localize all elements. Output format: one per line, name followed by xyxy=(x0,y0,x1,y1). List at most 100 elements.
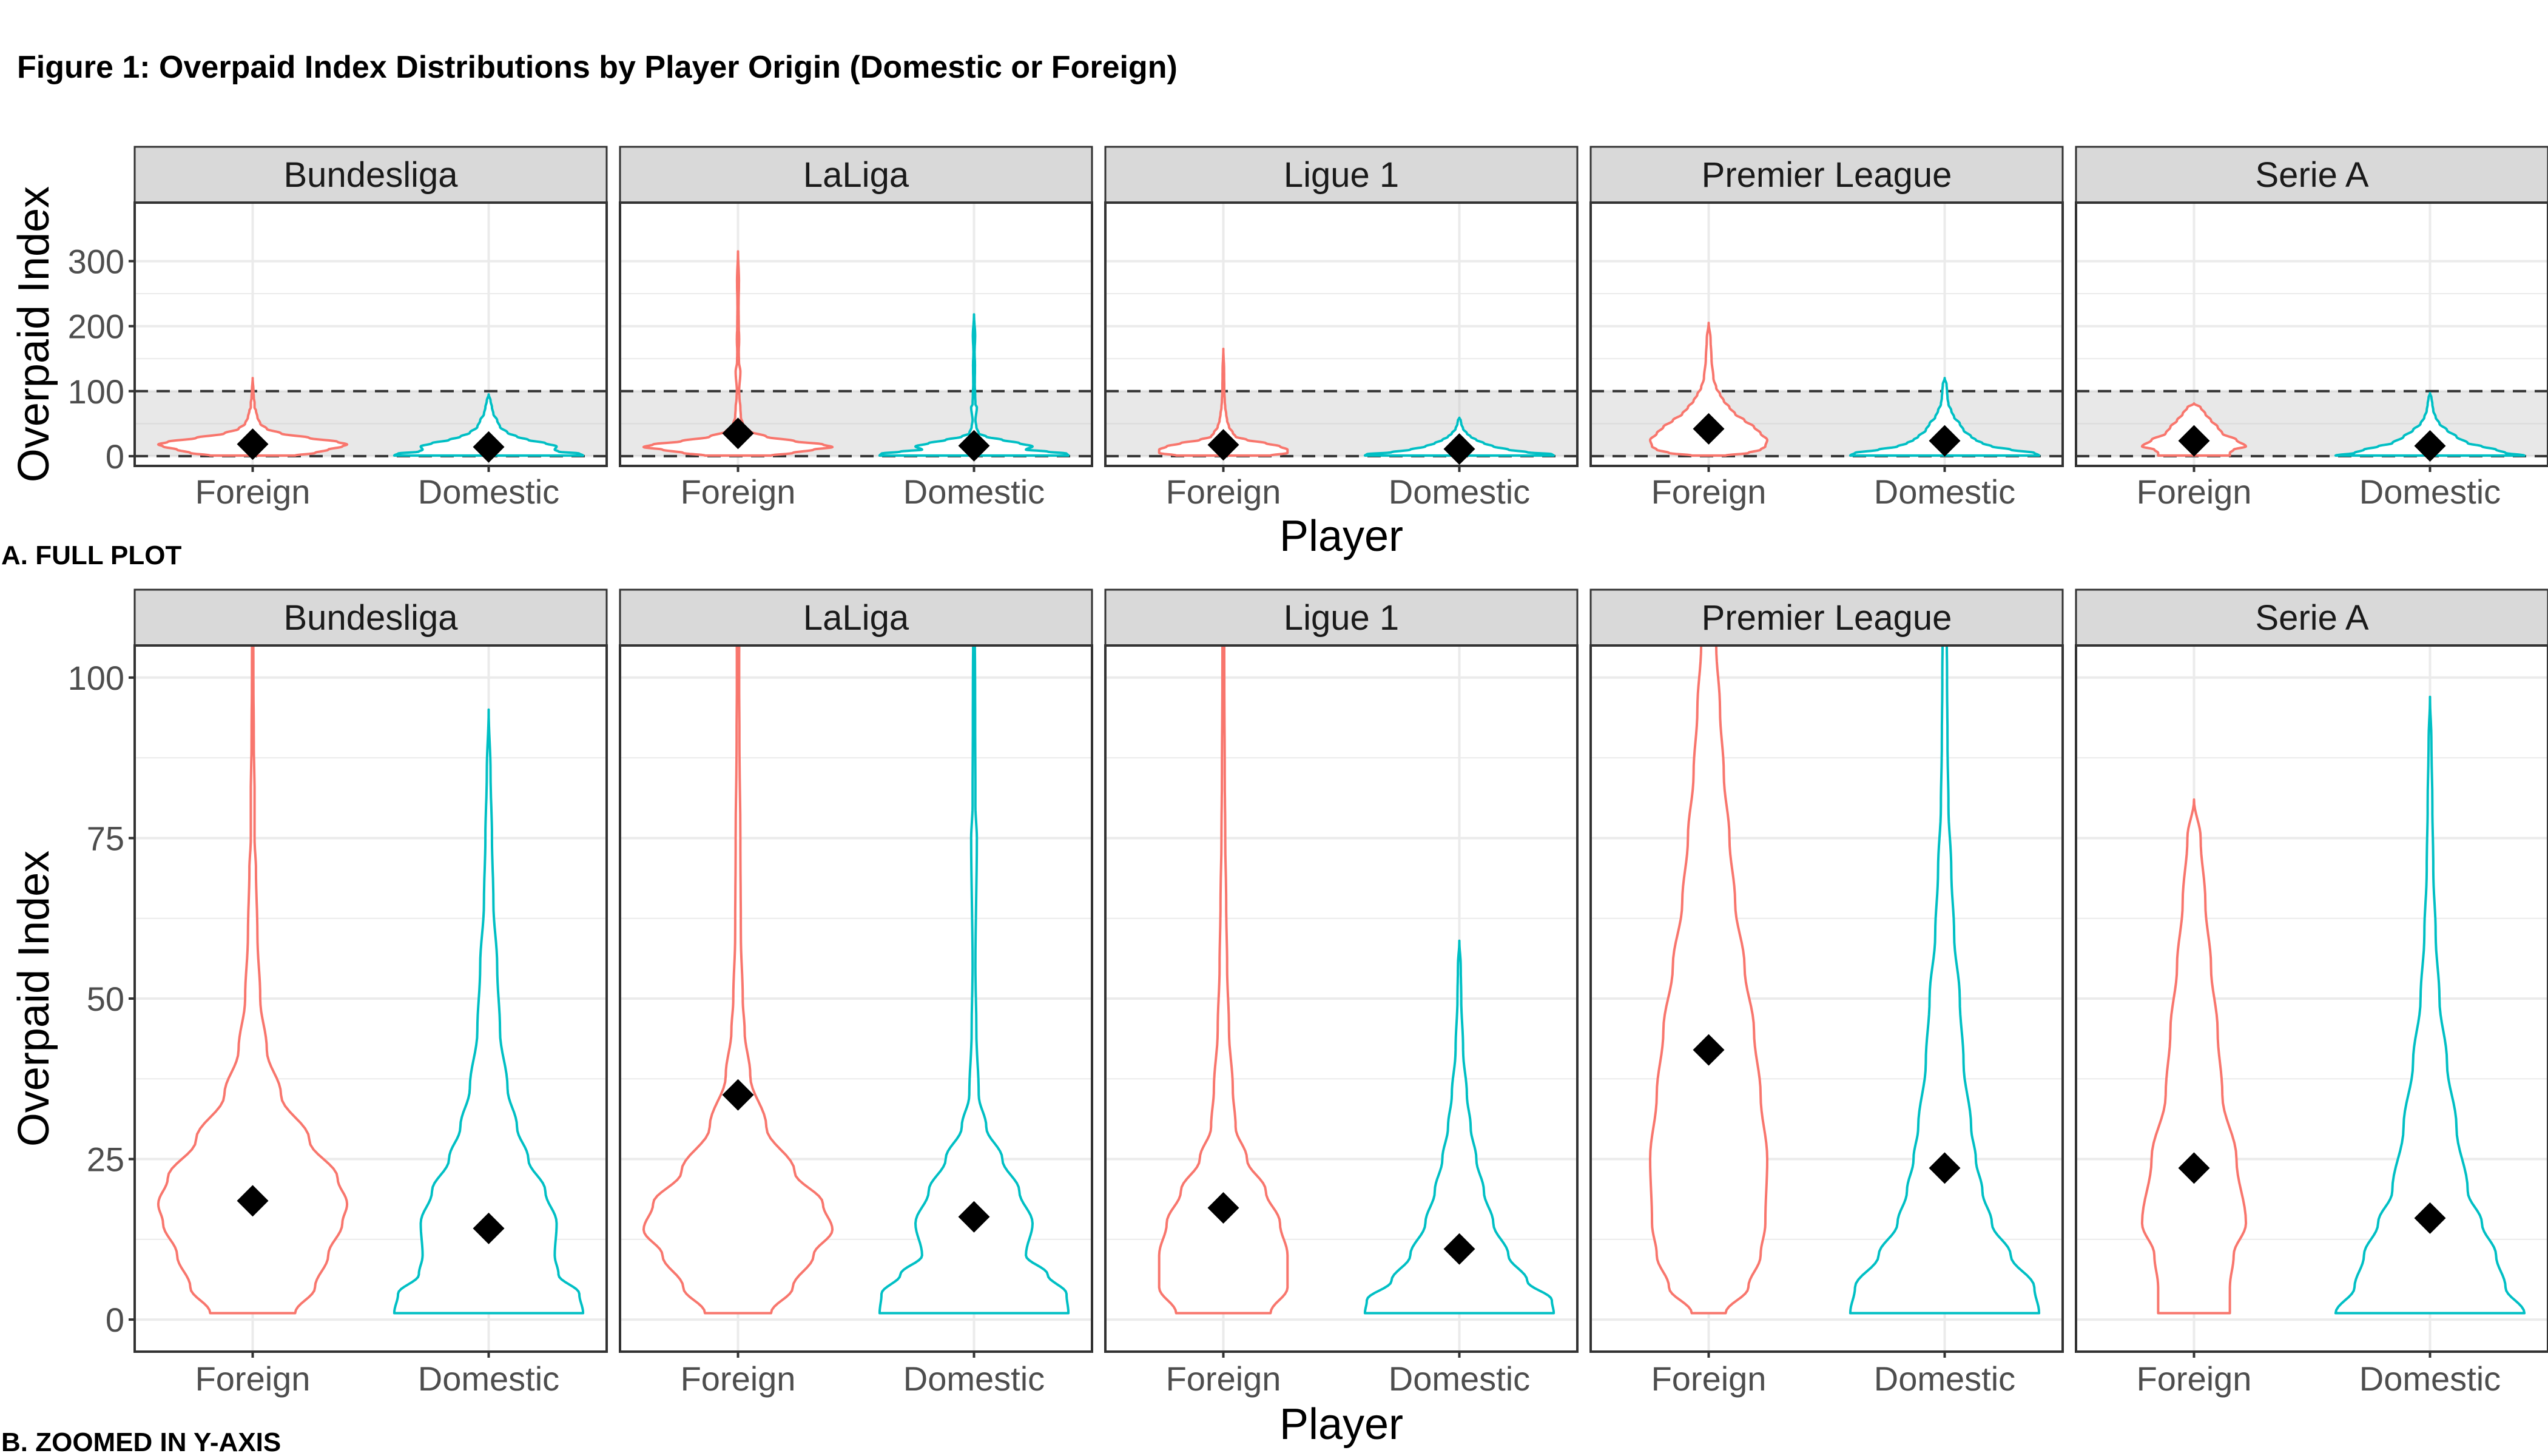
panel-border xyxy=(2075,201,2548,467)
panel-b-label: B. ZOOMED IN Y-AXIS xyxy=(1,1427,281,1456)
facet-strip-label: LaLiga xyxy=(803,155,909,195)
x-tick-label: Foreign xyxy=(1651,1360,1767,1398)
mean-marker-premier-league-domestic xyxy=(1929,425,1961,457)
panel-b-zoomed-plot: Overpaid IndexPlayer0255075100Bundesliga… xyxy=(10,588,2548,1449)
mean-marker-ligue-1-foreign xyxy=(1207,429,1239,461)
x-tick-label: Domestic xyxy=(418,473,559,511)
plot-background xyxy=(2076,203,2548,466)
x-tick-label: Domestic xyxy=(1389,1360,1530,1398)
mean-marker-ligue-1-domestic xyxy=(1443,433,1475,465)
facet-ligue-1: Ligue 1 Foreign Domestic xyxy=(1104,146,1579,511)
panel-border xyxy=(133,201,608,467)
facet-strip xyxy=(133,146,608,204)
violin-premier-league-domestic xyxy=(1849,645,2041,1315)
x-tick-label: Domestic xyxy=(903,1360,1045,1398)
mean-marker-laliga-foreign xyxy=(722,417,754,450)
facet-strip xyxy=(619,146,1093,204)
facet-strip xyxy=(1589,146,2064,204)
x-tick-label: Foreign xyxy=(1166,1360,1281,1398)
panel-border xyxy=(133,644,608,1353)
x-tick-label: Domestic xyxy=(1874,1360,2015,1398)
y-tick-label: 100 xyxy=(68,659,124,697)
violin-premier-league-foreign xyxy=(1649,322,1768,457)
x-tick-label: Foreign xyxy=(1651,473,1767,511)
panel-border xyxy=(619,644,1093,1353)
y-axis-title: Overpaid Index xyxy=(10,186,58,482)
x-tick-label: Foreign xyxy=(195,473,311,511)
facet-strip xyxy=(2075,146,2548,204)
x-tick-label: Domestic xyxy=(1389,473,1530,511)
facet-premier-league: Premier League Foreign Domestic xyxy=(1589,146,2064,511)
violin-serie-a-domestic xyxy=(2334,392,2526,457)
facet-laliga: LaLiga Foreign Domestic xyxy=(619,588,1093,1398)
facet-strip-label: LaLiga xyxy=(803,598,909,638)
facet-strip-label: Bundesliga xyxy=(284,155,459,195)
panel-border xyxy=(2075,644,2548,1353)
violin-laliga-foreign xyxy=(642,645,834,1315)
y-tick-label: 75 xyxy=(87,819,124,857)
mean-marker-premier-league-domestic xyxy=(1929,1152,1961,1184)
panel-border xyxy=(1589,644,2064,1353)
x-tick-label: Foreign xyxy=(681,473,796,511)
y-axis-title: Overpaid Index xyxy=(10,851,58,1147)
panel-a-label: A. FULL PLOT xyxy=(1,541,182,570)
facet-bundesliga: Bundesliga Foreign Domestic xyxy=(133,588,608,1398)
y-tick-label: 50 xyxy=(87,980,124,1018)
facet-laliga: LaLiga Foreign Domestic xyxy=(619,146,1093,511)
facet-strip xyxy=(1104,588,1579,647)
y-tick-label: 100 xyxy=(68,372,124,411)
violin-serie-a-foreign xyxy=(2140,798,2248,1315)
x-axis-title: Player xyxy=(1279,512,1403,561)
y-tick-label: 0 xyxy=(106,437,124,476)
facet-strip xyxy=(2075,588,2548,647)
x-tick-label: Domestic xyxy=(418,1360,559,1398)
facet-strip-label: Ligue 1 xyxy=(1284,598,1399,638)
plot-background xyxy=(1105,203,1577,466)
x-tick-label: Domestic xyxy=(2359,473,2501,511)
facet-ligue-1: Ligue 1 Foreign Domestic xyxy=(1104,588,1579,1398)
x-tick-label: Foreign xyxy=(681,1360,796,1398)
panel-border xyxy=(619,201,1093,467)
mean-marker-premier-league-foreign xyxy=(1693,413,1725,445)
x-tick-label: Foreign xyxy=(1166,473,1281,511)
y-tick-label: 200 xyxy=(68,308,124,346)
x-tick-label: Domestic xyxy=(1874,473,2015,511)
mean-marker-bundesliga-domestic xyxy=(473,1212,505,1244)
facet-strip xyxy=(619,588,1093,647)
violin-serie-a-domestic xyxy=(2334,695,2526,1315)
facet-premier-league: Premier League Foreign Domestic xyxy=(1589,588,2064,1398)
panel-border xyxy=(1104,644,1579,1353)
x-tick-label: Domestic xyxy=(903,473,1045,511)
facet-strip-label: Premier League xyxy=(1702,155,1952,195)
facet-bundesliga: Bundesliga Foreign Domestic xyxy=(133,146,608,511)
facet-strip-label: Serie A xyxy=(2256,155,2369,195)
violin-laliga-domestic xyxy=(878,313,1070,457)
violin-bundesliga-domestic xyxy=(393,708,585,1315)
mean-marker-serie-a-domestic xyxy=(2414,430,2446,462)
y-tick-label: 0 xyxy=(106,1301,124,1339)
x-tick-label: Domestic xyxy=(2359,1360,2501,1398)
plot-background xyxy=(620,203,1092,466)
panel-border xyxy=(1104,201,1579,467)
facet-strip-label: Bundesliga xyxy=(284,598,459,638)
facet-strip-label: Serie A xyxy=(2256,598,2369,638)
plot-background xyxy=(135,203,607,466)
facet-serie-a: Serie A Foreign Domestic xyxy=(2075,588,2548,1398)
mean-marker-serie-a-domestic xyxy=(2414,1202,2446,1234)
mean-marker-bundesliga-domestic xyxy=(473,431,505,463)
facet-serie-a: Serie A Foreign Domestic xyxy=(2075,146,2548,511)
x-axis-title: Player xyxy=(1279,1400,1403,1449)
mean-marker-laliga-domestic xyxy=(958,1201,990,1233)
violin-bundesliga-foreign xyxy=(157,377,349,457)
mean-marker-serie-a-foreign xyxy=(2178,425,2210,457)
mean-marker-ligue-1-domestic xyxy=(1443,1233,1475,1265)
mean-marker-bundesliga-foreign xyxy=(237,428,269,460)
mean-marker-bundesliga-foreign xyxy=(237,1185,269,1217)
facet-strip-label: Ligue 1 xyxy=(1284,155,1399,195)
facet-strip-label: Premier League xyxy=(1702,598,1952,638)
violin-premier-league-foreign xyxy=(1649,645,1768,1315)
x-tick-label: Foreign xyxy=(2137,473,2252,511)
violin-bundesliga-foreign xyxy=(157,645,349,1315)
mean-marker-premier-league-foreign xyxy=(1693,1034,1725,1066)
